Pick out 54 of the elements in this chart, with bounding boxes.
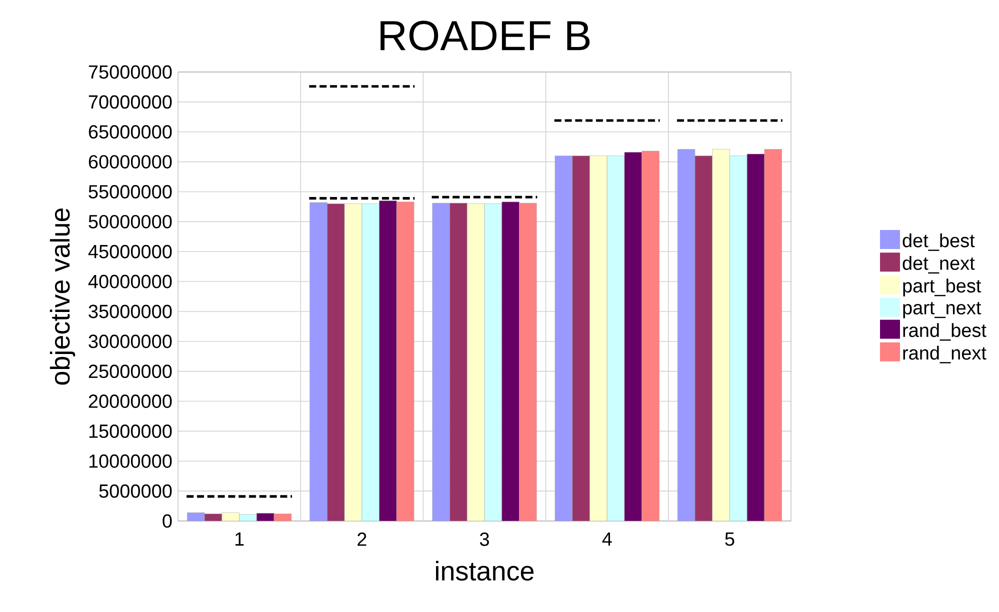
bar [396,202,414,521]
bar [362,204,380,521]
x-tick-label: 5 [725,532,734,546]
y-tick-label: 10000000 [89,454,172,468]
chart-title: ROADEF B [380,20,590,50]
x-tick-label: 3 [480,532,489,546]
y-tick-label: 50000000 [88,214,172,228]
y-tick-label: 20000000 [88,394,172,408]
bar [764,149,782,521]
legend-label: part_next [903,302,982,318]
bar [642,151,660,521]
x-tick-label: 1 [235,532,244,546]
bar [694,156,712,521]
bar [554,156,572,521]
bar [327,204,345,521]
bar [746,154,765,521]
bar [712,149,730,521]
bar [450,203,468,521]
y-tick-label: 5000000 [99,484,172,498]
y-tick-label: 25000000 [88,364,172,378]
bar [590,156,608,521]
bar [607,156,624,521]
bar [502,202,520,521]
bar [310,202,328,521]
y-tick-label: 15000000 [89,424,172,438]
legend-label: det_next [902,256,975,274]
legend-label: det_best [902,233,975,251]
y-axis-title: objective value [50,208,76,385]
y-tick-label: 45000000 [88,244,172,258]
bar [379,200,397,521]
legend-label: part_best [903,278,982,296]
x-tick-label: 4 [602,532,612,546]
y-tick-label: 0 [162,514,172,528]
bar [677,149,696,521]
bar [730,156,748,521]
bar [467,204,485,521]
bar [344,204,362,521]
y-tick-label: 70000000 [88,95,172,109]
bar [484,204,502,521]
bar [432,203,450,521]
bar [624,152,642,521]
y-tick-label: 55000000 [88,185,172,198]
bar [519,203,537,521]
x-axis-title: instance [436,560,534,581]
y-tick-label: 30000000 [88,334,172,348]
y-tick-label: 60000000 [88,155,172,169]
legend-label: rand_next [903,346,986,364]
legend-label: rand_best [903,323,986,341]
y-tick-label: 40000000 [88,274,172,288]
x-tick-label: 2 [358,532,366,546]
y-tick-label: 35000000 [88,304,172,318]
y-tick-label: 75000000 [88,65,172,79]
bar [572,156,590,521]
y-tick-label: 65000000 [88,125,172,139]
